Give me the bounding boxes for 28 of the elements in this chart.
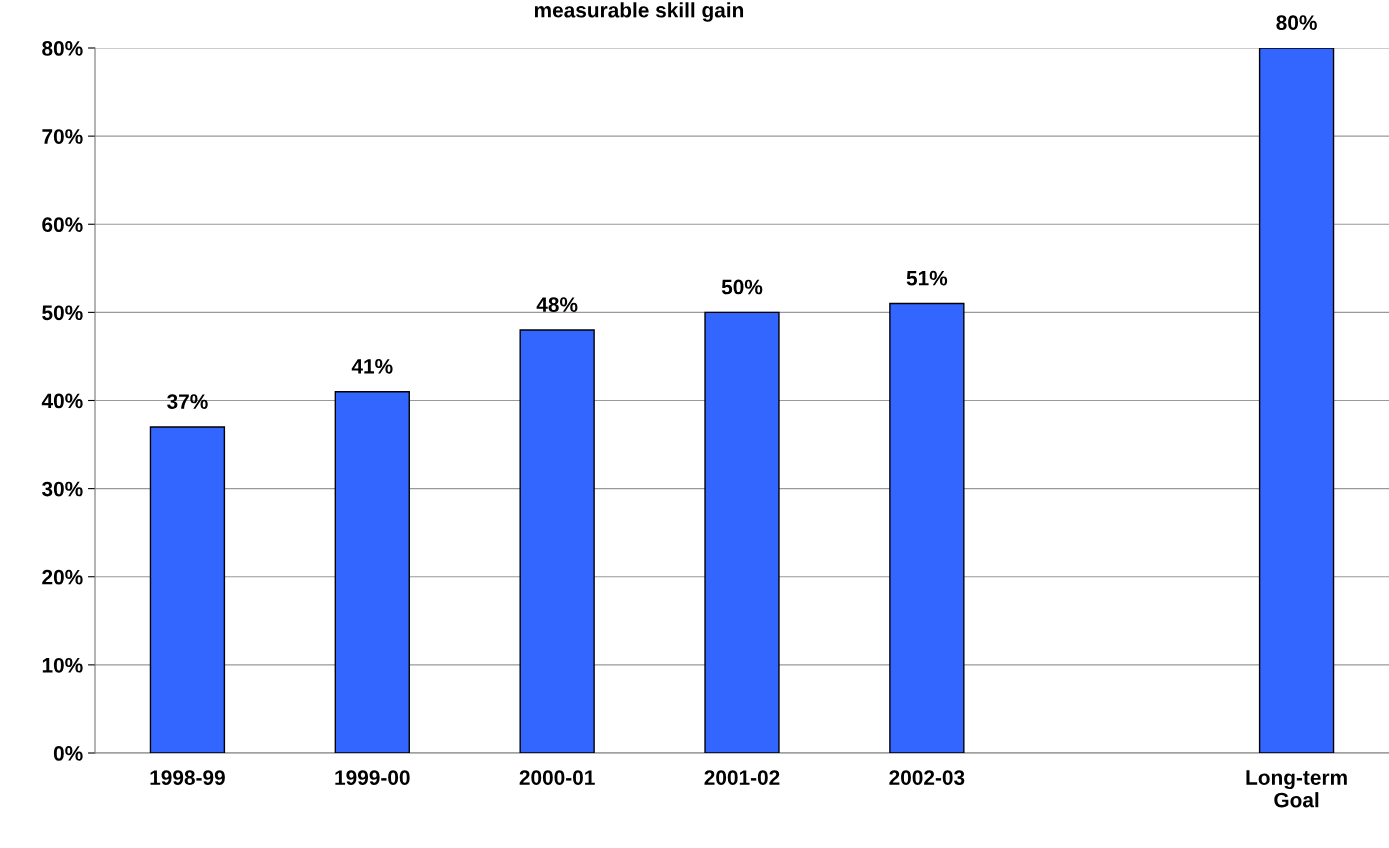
y-tick-label: 20%	[42, 569, 83, 585]
x-tick-label: 1998-99	[150, 770, 225, 785]
y-tick-label: 70%	[42, 129, 83, 144]
y-tick-label: 10%	[42, 657, 83, 673]
x-tick-label: 2001-02	[704, 770, 780, 785]
y-tick-label: 40%	[41, 393, 83, 409]
bar	[889, 302, 965, 753]
data-label: 50%	[721, 279, 763, 295]
bar	[519, 329, 595, 753]
y-tick-label: 30%	[41, 481, 83, 497]
y-tick-label: 80%	[42, 41, 83, 56]
x-tick-label: Long-term Goal	[1246, 770, 1347, 808]
y-tick-label: 60%	[42, 217, 83, 232]
x-tick-label: 1999-00	[335, 770, 410, 785]
y-tick-label: 50%	[42, 305, 83, 321]
data-label: 80%	[1276, 15, 1317, 30]
data-label: 37%	[167, 394, 208, 409]
bar	[704, 311, 780, 753]
bar	[1258, 48, 1335, 753]
data-label: 48%	[536, 297, 578, 312]
data-label: 41%	[351, 358, 393, 374]
data-label: 51%	[906, 270, 948, 286]
chart-title: measurable skill gain	[534, 2, 744, 22]
bar	[149, 426, 226, 753]
bar	[334, 390, 410, 753]
x-tick-label: 2000-01	[519, 770, 595, 785]
y-tick-label: 0%	[53, 746, 83, 761]
x-tick-label: 2002-03	[889, 770, 965, 785]
